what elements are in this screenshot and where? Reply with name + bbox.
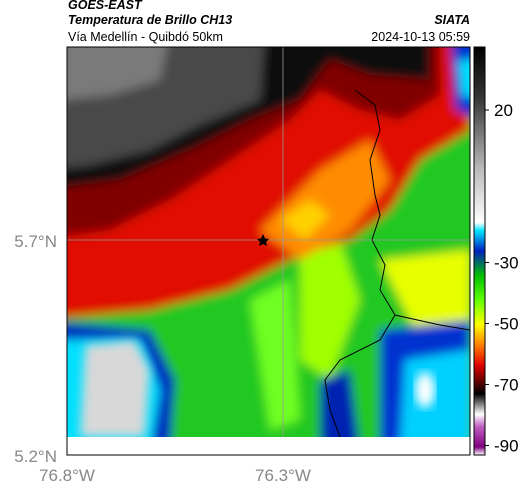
title: Temperatura de Brillo CH13	[68, 13, 232, 27]
satellite-image	[67, 47, 470, 437]
colorbar	[473, 46, 486, 456]
subtitle: Vía Medellín - Quibdó 50km	[68, 30, 223, 44]
colorbar-tick-label: -90	[494, 437, 519, 456]
colorbar-ticks: 20 -30 -50 -70 -90	[485, 101, 519, 456]
lat-label: 5.2°N	[14, 447, 57, 466]
timestamp: 2024-10-13 05:59	[371, 30, 470, 44]
org: SIATA	[434, 13, 470, 27]
colorbar-tick-label: -50	[494, 315, 519, 334]
lat-label: 5.7°N	[14, 232, 57, 251]
lon-label: 76.8°W	[39, 466, 95, 485]
lon-label: 76.3°W	[255, 466, 311, 485]
colorbar-tick-label: 20	[494, 101, 513, 120]
source: GOES-EAST	[68, 0, 143, 12]
colorbar-tick-label: -30	[494, 254, 519, 273]
colorbar-tick-label: -70	[494, 376, 519, 395]
